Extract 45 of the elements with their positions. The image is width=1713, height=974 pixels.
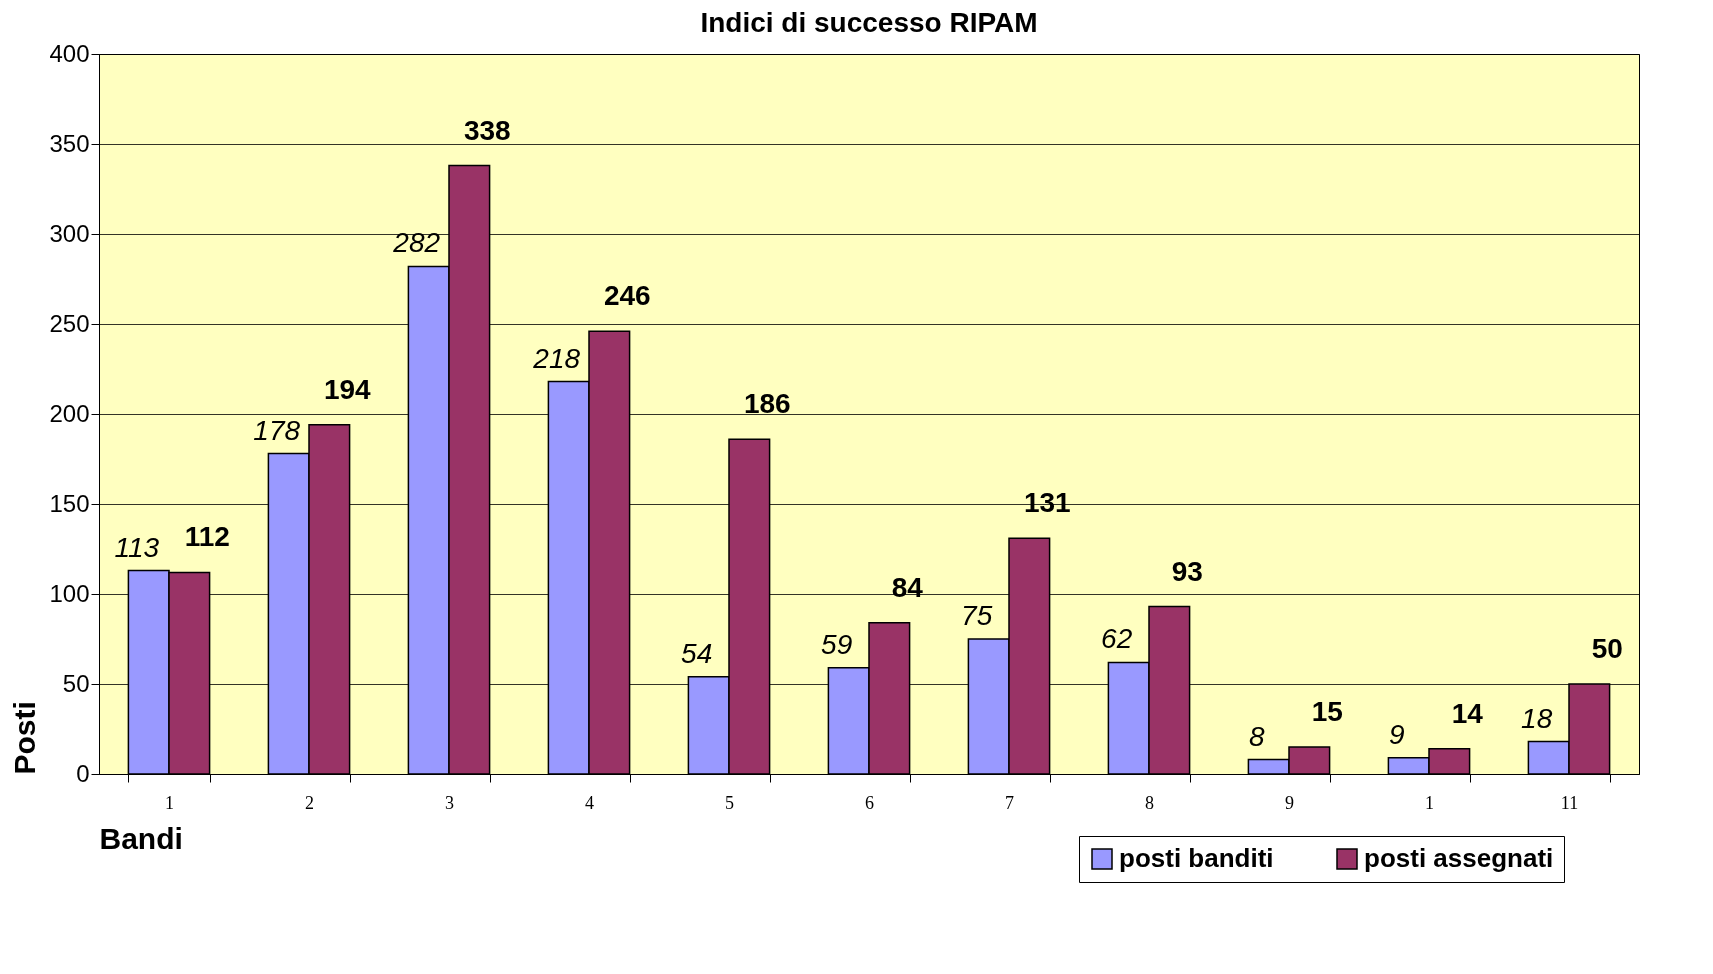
x-tick-label: 7 bbox=[1005, 792, 1014, 813]
data-label: 246 bbox=[603, 280, 651, 312]
data-label: 18 bbox=[1521, 702, 1553, 734]
x-axis-title: Bandi bbox=[99, 821, 183, 855]
x-tick-label: 1 bbox=[165, 792, 174, 813]
data-label: 8 bbox=[1248, 720, 1265, 752]
x-tick-label: 11 bbox=[1560, 792, 1579, 813]
x-tick-label: 8 bbox=[1145, 792, 1154, 813]
data-label: 54 bbox=[681, 637, 713, 669]
data-label: 93 bbox=[1171, 555, 1203, 587]
y-tick-label: 200 bbox=[49, 399, 90, 427]
x-tick-label: 4 bbox=[585, 792, 594, 813]
legend-label: posti banditi bbox=[1119, 843, 1274, 873]
y-tick-label: 250 bbox=[49, 309, 90, 337]
data-label: 218 bbox=[532, 342, 581, 374]
data-label: 186 bbox=[743, 388, 791, 420]
data-label: 113 bbox=[114, 531, 160, 563]
legend-label: posti assegnati bbox=[1364, 843, 1554, 873]
data-label: 15 bbox=[1311, 696, 1343, 727]
y-tick-label: 100 bbox=[49, 579, 90, 607]
data-label: 62 bbox=[1101, 623, 1133, 655]
x-tick-label: 5 bbox=[725, 792, 734, 813]
x-tick-label: 2 bbox=[305, 792, 314, 813]
data-label: 282 bbox=[392, 227, 441, 259]
y-axis-title: Posti bbox=[8, 701, 42, 775]
data-label: 338 bbox=[463, 114, 511, 146]
x-tick-label: 3 bbox=[445, 792, 454, 813]
y-tick-label: 0 bbox=[76, 759, 90, 787]
data-label: 14 bbox=[1451, 697, 1484, 729]
data-label: 75 bbox=[961, 600, 993, 631]
data-label: 50 bbox=[1591, 633, 1623, 664]
x-tick-label: 9 bbox=[1285, 792, 1294, 813]
data-label: 9 bbox=[1388, 718, 1405, 750]
data-label: 112 bbox=[184, 521, 230, 553]
y-tick-label: 400 bbox=[49, 39, 90, 67]
x-tick-label: 6 bbox=[865, 792, 874, 813]
x-tick-label: 1 bbox=[1425, 792, 1434, 813]
y-tick-label: 150 bbox=[49, 489, 90, 517]
chart-title: Indici di successo RIPAM bbox=[700, 7, 1038, 38]
data-label: 178 bbox=[253, 414, 301, 446]
y-tick-label: 350 bbox=[49, 129, 90, 157]
data-label: 59 bbox=[821, 628, 853, 660]
y-tick-label: 50 bbox=[62, 669, 90, 697]
y-tick-label: 300 bbox=[49, 219, 90, 247]
data-label: 194 bbox=[323, 373, 372, 405]
